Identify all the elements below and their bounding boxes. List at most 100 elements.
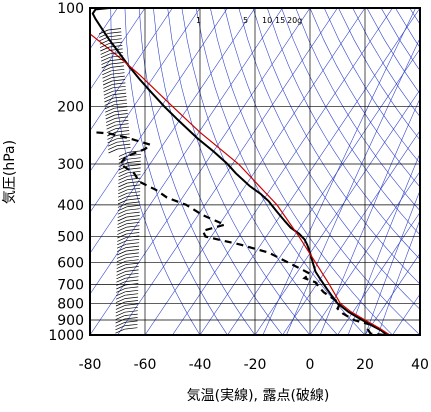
wind-barb xyxy=(126,226,139,228)
isotherm xyxy=(0,8,173,335)
wind-barb xyxy=(126,243,139,245)
wind-barb xyxy=(127,205,140,207)
wind-barb-flag xyxy=(106,118,115,122)
wind-barb-flag xyxy=(118,190,127,194)
wind-barb-flag xyxy=(117,227,126,231)
wind-barb xyxy=(125,301,138,303)
wind-barb-flag xyxy=(101,50,110,54)
wind-barb-flag xyxy=(116,299,125,303)
wind-barb-flag xyxy=(100,47,109,51)
wind-barb xyxy=(109,35,122,37)
wind-barb xyxy=(115,110,128,112)
wind-barb xyxy=(108,29,121,31)
wind-barb xyxy=(126,253,139,255)
wind-barb-flag xyxy=(118,207,127,211)
wind-barb xyxy=(127,219,140,221)
wind-barb-flag xyxy=(117,248,126,252)
wind-barb xyxy=(126,273,139,275)
wind-barb xyxy=(114,100,127,102)
y-tick-label: 500 xyxy=(57,230,84,246)
isotherm xyxy=(118,8,338,335)
wind-barb-flag xyxy=(117,275,126,279)
y-tick-label: 600 xyxy=(57,255,84,271)
wind-barb-flag xyxy=(116,302,125,306)
wind-barb-flag xyxy=(116,278,125,282)
y-axis-title: 気圧(hPa) xyxy=(2,140,18,204)
wind-barb-flag xyxy=(117,258,126,262)
wind-barb xyxy=(127,209,140,211)
dry-adiabat xyxy=(367,8,431,342)
wind-barb xyxy=(126,260,139,262)
wind-barb xyxy=(125,304,138,306)
wind-barb xyxy=(113,90,126,92)
wind-barb-flag xyxy=(116,312,125,316)
mixing-ratio-label: 1 xyxy=(196,16,201,25)
wind-barb xyxy=(116,131,129,133)
wind-barb-flag xyxy=(100,37,109,41)
wind-barb xyxy=(125,311,138,313)
wind-barb-flag xyxy=(119,173,128,177)
wind-barb-flag xyxy=(102,64,111,68)
y-tick-label: 300 xyxy=(57,157,84,173)
wind-barb xyxy=(116,134,129,136)
wind-barb-flag xyxy=(117,271,126,275)
wind-barb xyxy=(127,182,140,184)
wind-barb-flag xyxy=(118,220,127,224)
wind-barb-flag xyxy=(117,265,126,269)
wind-barb xyxy=(126,246,139,248)
wind-barb xyxy=(125,290,138,292)
isotherm xyxy=(338,8,431,335)
mixing-ratio-line xyxy=(346,8,431,342)
wind-barb xyxy=(125,297,138,299)
wind-barb xyxy=(126,239,139,241)
wind-barb xyxy=(127,178,140,180)
mixing-ratio-line xyxy=(376,8,431,342)
wind-barb-flag xyxy=(108,146,117,150)
wind-barb-flag xyxy=(118,200,127,204)
wind-barb-flag xyxy=(118,217,127,221)
wind-barb xyxy=(109,39,122,41)
wind-barb-flag xyxy=(100,44,109,48)
dry-adiabat xyxy=(182,8,344,342)
wind-barb-flag xyxy=(107,129,116,133)
dry-adiabat xyxy=(168,8,316,342)
wind-barb-flag xyxy=(101,54,110,58)
wind-barb-flag xyxy=(116,285,125,289)
mixing-ratio-label: 20g xyxy=(287,16,302,25)
wind-barb-flag xyxy=(101,57,110,61)
wind-barb xyxy=(126,267,139,269)
wind-barb-flag xyxy=(109,149,118,153)
wind-barb-flag xyxy=(106,115,115,119)
wind-barb-flag xyxy=(104,91,113,95)
wind-barb-flag xyxy=(103,84,112,88)
wind-barb-flag xyxy=(106,112,115,116)
dry-adiabat xyxy=(395,8,431,342)
x-tick-label: -60 xyxy=(134,357,157,373)
wind-barb-flag xyxy=(118,180,127,184)
wind-barb-flag xyxy=(118,224,127,228)
wind-barb-flag xyxy=(118,214,127,218)
wind-barb-flag xyxy=(117,231,126,235)
x-axis-title: 気温(実線), 露点(破線) xyxy=(187,388,330,404)
wind-barb xyxy=(127,202,140,204)
mixing-ratio-label: 5 xyxy=(243,16,248,25)
y-tick-label: 1000 xyxy=(48,328,84,344)
dry-adiabat xyxy=(153,8,288,342)
mixing-ratio-label: 15 xyxy=(275,16,285,25)
y-tick-label: 100 xyxy=(57,1,84,17)
wind-barb-flag xyxy=(108,139,117,143)
wind-barb-flag xyxy=(117,237,126,241)
wind-barb-flag xyxy=(102,71,111,75)
wind-barb xyxy=(127,212,140,214)
wind-barb-flag xyxy=(115,329,124,333)
wind-barb-flag xyxy=(119,169,128,173)
wind-barb-flag xyxy=(118,176,127,180)
wind-barb-flag xyxy=(118,203,127,207)
x-tick-label: 20 xyxy=(356,357,374,373)
wind-barb xyxy=(126,270,139,272)
